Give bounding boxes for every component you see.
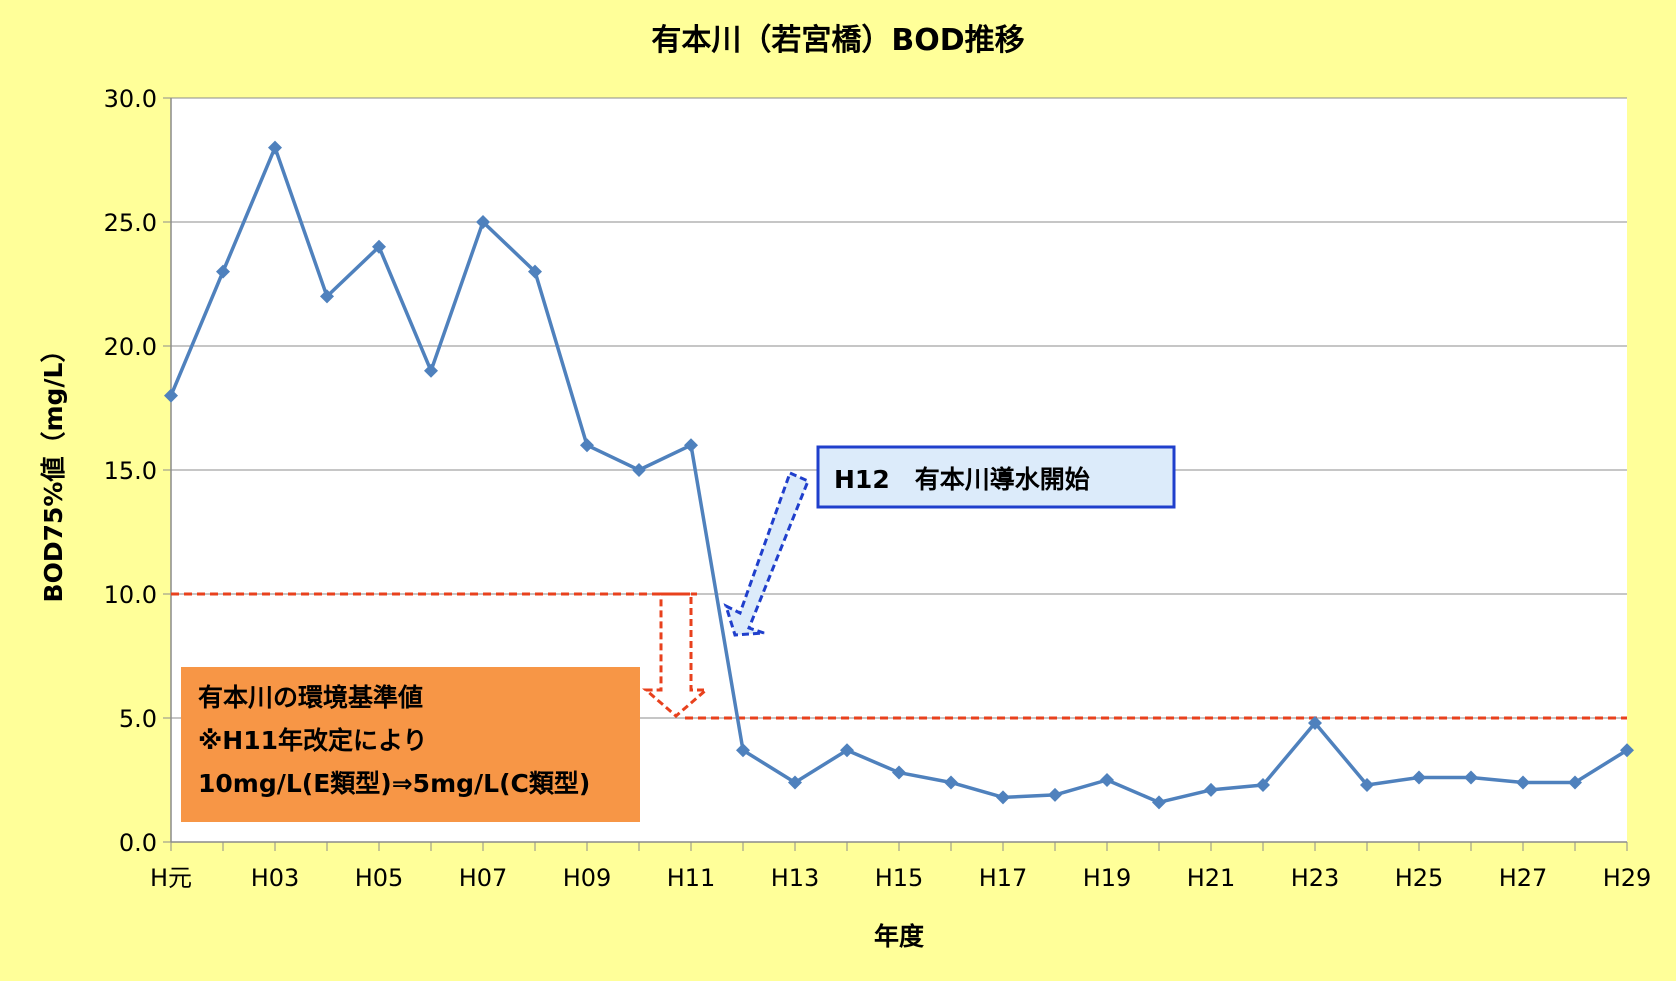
data-point (528, 264, 542, 279)
x-tick-label: H05 (355, 864, 404, 892)
h12-callout-box (816, 445, 1176, 509)
data-point (320, 289, 334, 304)
data-point (580, 438, 594, 453)
x-tick-label: H25 (1395, 864, 1444, 892)
data-point (1256, 777, 1270, 792)
x-tick-label: H07 (459, 864, 508, 892)
h12-callout-arrow (723, 470, 810, 637)
standard-note-line-3: 10mg/L(E類型)⇒5mg/L(C類型) (198, 769, 590, 798)
data-point (164, 388, 178, 403)
data-point (1360, 777, 1374, 792)
x-tick-label: H19 (1083, 864, 1132, 892)
x-tick-label: H23 (1291, 864, 1340, 892)
y-tick-label: 5.0 (119, 705, 157, 733)
data-point (424, 363, 438, 378)
data-point (476, 215, 490, 229)
data-point (1100, 773, 1114, 787)
data-point (788, 775, 802, 790)
x-tick-label: H29 (1603, 864, 1652, 892)
y-tick-label: 10.0 (104, 581, 157, 609)
x-tick-label: H09 (563, 864, 612, 892)
data-point (892, 765, 906, 780)
standard-lines (171, 592, 1627, 720)
h12-callout-label: H12 有本川導水開始 (834, 465, 1090, 494)
h12-callout: H12 有本川導水開始 (723, 445, 1176, 637)
x-tick-label: H21 (1187, 864, 1236, 892)
x-axis-ticks: H元 H03 H05 H07 H09 H11 H13 H15 H17 H19 H21 H23 H25 H2… (150, 842, 1651, 892)
x-tick-label: H元 (150, 864, 192, 892)
data-point (1464, 770, 1478, 785)
x-tick-label: H03 (251, 864, 300, 892)
x-tick-label: H11 (667, 864, 716, 892)
standard-note-line-2: ※H11年改定により (198, 726, 428, 755)
chart-title: 有本川（若宮橋）BOD推移 (651, 23, 1024, 58)
y-tick-label: 15.0 (104, 457, 157, 485)
y-tick-label: 0.0 (119, 829, 157, 857)
data-point (1204, 782, 1218, 797)
data-point (1152, 795, 1166, 810)
data-point (1620, 743, 1634, 758)
data-point (684, 438, 698, 453)
data-point (1516, 775, 1530, 790)
series-layer (164, 140, 1634, 810)
y-axis-label: BOD75%値（mg/L） (39, 338, 68, 603)
data-point (632, 463, 646, 477)
data-point (268, 140, 282, 155)
data-point (736, 743, 750, 758)
y-tick-label: 25.0 (104, 209, 157, 237)
standard-revision-arrow (641, 592, 711, 718)
standard-note-line-1: 有本川の環境基準値 (198, 683, 423, 712)
data-point (840, 743, 854, 758)
data-point (1308, 715, 1322, 730)
x-tick-label: H15 (875, 864, 924, 892)
standard-note: 有本川の環境基準値 ※H11年改定により 10mg/L(E類型)⇒5mg/L(C… (181, 667, 640, 822)
y-tick-label: 30.0 (104, 85, 157, 113)
y-tick-label: 20.0 (104, 333, 157, 361)
standard-note-box (181, 667, 640, 822)
x-tick-label: H17 (979, 864, 1028, 892)
x-axis-label: 年度 (874, 922, 924, 951)
data-point (216, 264, 230, 279)
x-tick-label: H27 (1499, 864, 1548, 892)
data-point (372, 239, 386, 254)
y-axis-ticks: 0.0 5.0 10.0 15.0 20.0 25.0 30.0 (104, 85, 171, 857)
data-point (1048, 787, 1062, 802)
data-point (1568, 775, 1582, 790)
data-point (944, 775, 958, 790)
data-point (1412, 770, 1426, 785)
data-point (996, 790, 1010, 805)
x-tick-label: H13 (771, 864, 820, 892)
